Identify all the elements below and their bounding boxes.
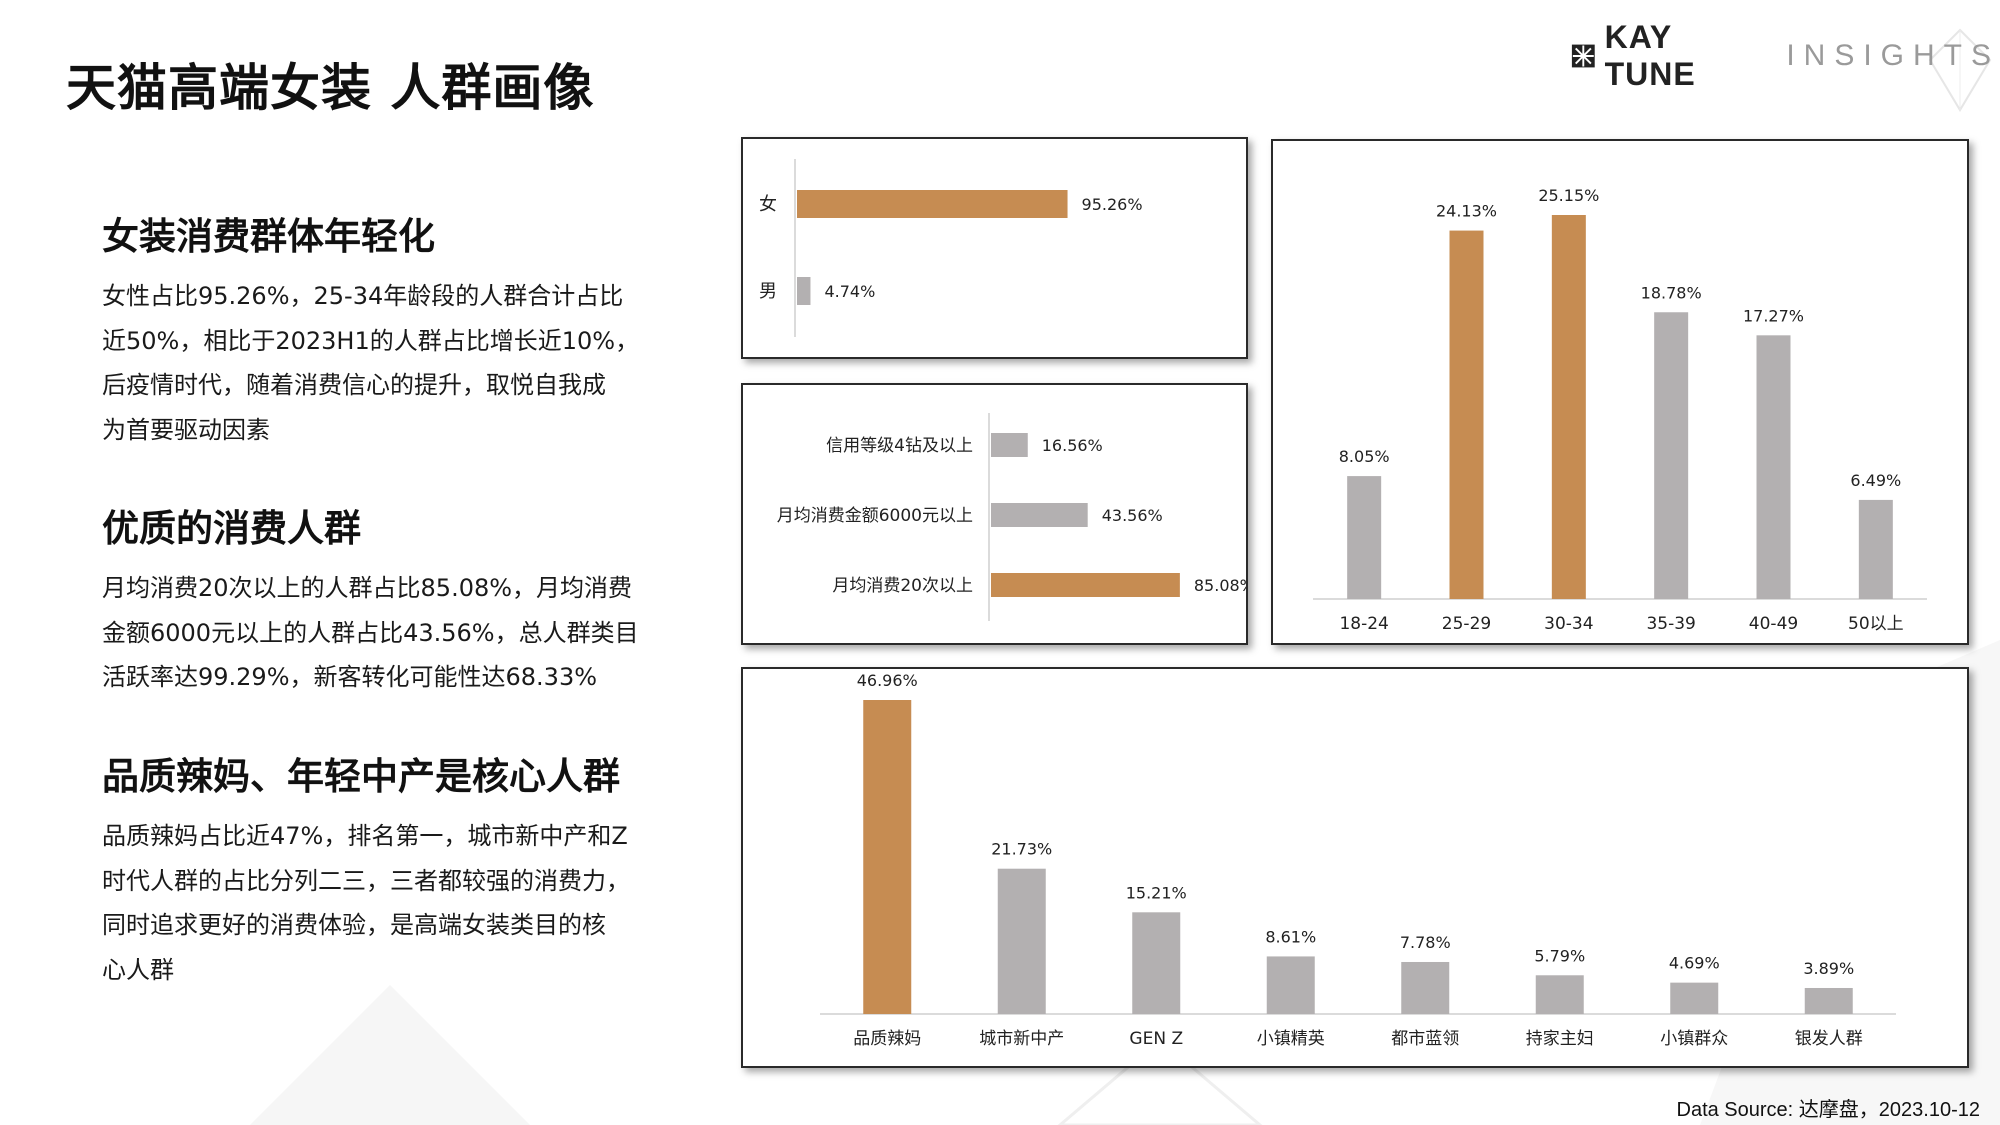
age-chart-panel: 8.05% 18-24 24.13% 25-29 25.15% 30-34 18.78% 35… — [1271, 139, 1969, 645]
value-label: 46.96% — [857, 671, 918, 690]
segment-chart-panel: 46.96% 品质辣妈 21.73% 城市新中产 15.21% GEN Z 8.61% 小镇精… — [741, 667, 1969, 1068]
brand-logo: KAY TUNE INSIGHTS — [1570, 19, 2000, 92]
category-label: 月均消费20次以上 — [832, 576, 973, 596]
brand-mark-icon — [1571, 44, 1595, 68]
category-label: 信用等级4钻及以上 — [826, 436, 973, 456]
body-line: 后疫情时代，随着消费信心的提升，取悦自我成 — [102, 371, 606, 399]
value-label: 16.56% — [1042, 436, 1103, 455]
bar — [1551, 215, 1586, 599]
category-label: 月均消费金额6000元以上 — [777, 506, 973, 526]
section-heading: 品质辣妈、年轻中产是核心人群 — [102, 755, 620, 798]
category-label: 女 — [759, 194, 777, 215]
body-line: 女性占比95.26%，25-34年龄段的人群合计占比 — [102, 282, 624, 310]
value-label: 8.61% — [1265, 927, 1316, 946]
bar — [1132, 912, 1181, 1014]
bar — [1449, 230, 1484, 599]
bar — [991, 433, 1028, 457]
bar — [1756, 335, 1791, 599]
body-line: 金额6000元以上的人群占比43.56%，总人群类目 — [102, 618, 639, 647]
bar — [797, 190, 1068, 218]
category-label: 18-24 — [1339, 614, 1388, 634]
bar — [1266, 956, 1315, 1014]
logo-sub-text: INSIGHTS — [1786, 39, 2000, 72]
body-line: 为首要驱动因素 — [102, 415, 270, 444]
value-label: 4.69% — [1669, 954, 1720, 973]
bar — [1535, 975, 1584, 1014]
category-label: 25-29 — [1442, 614, 1491, 634]
category-label: 品质辣妈 — [853, 1029, 921, 1049]
value-label: 85.08% — [1194, 576, 1246, 595]
body-line: 活跃率达99.29%，新客转化可能性达68.33% — [102, 663, 598, 691]
section-body: 品质辣妈占比近47%，排名第一，城市新中产和Z 时代人群的占比分列二三，三者都较… — [102, 814, 662, 992]
category-label: 30-34 — [1544, 614, 1593, 634]
value-label: 43.56% — [1102, 506, 1163, 525]
bar — [991, 503, 1088, 527]
value-label: 3.89% — [1803, 959, 1854, 978]
bar — [1654, 312, 1689, 599]
category-label: 持家主妇 — [1526, 1029, 1594, 1049]
body-line: 近50%，相比于2023H1的人群占比增长近10%， — [102, 326, 640, 355]
value-label: 15.21% — [1126, 883, 1187, 902]
value-label: 24.13% — [1436, 202, 1497, 221]
value-label: 21.73% — [991, 840, 1052, 859]
section-quality-consumers: 优质的消费人群 月均消费20次以上的人群占比85.08%，月均消费 金额6000… — [102, 498, 662, 700]
section-core-groups: 品质辣妈、年轻中产是核心人群 品质辣妈占比近47%，排名第一，城市新中产和Z 时… — [102, 746, 662, 992]
consumption-bar-chart: 信用等级4钻及以上 16.56% 月均消费金额6000元以上 43.56% 月均消费20… — [777, 413, 1246, 621]
section-body: 女性占比95.26%，25-34年龄段的人群合计占比 近50%，相比于2023H… — [102, 274, 662, 452]
category-label: GEN Z — [1129, 1029, 1183, 1049]
value-label: 17.27% — [1743, 306, 1804, 325]
bar — [1804, 987, 1853, 1014]
bar — [1858, 499, 1893, 599]
body-line: 月均消费20次以上的人群占比85.08%，月均消费 — [102, 574, 633, 602]
gender-chart-panel: 女 95.26% 男 4.74% — [741, 137, 1248, 359]
body-line: 时代人群的占比分列二三，三者都较强的消费力， — [102, 866, 630, 895]
section-heading: 优质的消费人群 — [102, 507, 361, 550]
bar — [1347, 476, 1382, 599]
value-label: 4.74% — [824, 282, 875, 301]
body-line: 心人群 — [102, 955, 174, 984]
bar — [797, 277, 811, 305]
bar — [991, 573, 1180, 597]
value-label: 5.79% — [1534, 946, 1585, 965]
category-label: 城市新中产 — [979, 1029, 1064, 1049]
gender-bar-chart: 女 95.26% 男 4.74% — [759, 159, 1143, 337]
age-bar-chart: 8.05% 18-24 24.13% 25-29 25.15% 30-34 18.78% 35… — [1313, 186, 1927, 634]
bar — [1401, 961, 1450, 1014]
consumption-chart-panel: 信用等级4钻及以上 16.56% 月均消费金额6000元以上 43.56% 月均消费20… — [741, 383, 1248, 645]
data-source: Data Source: 达摩盘，2023.10-12 — [1676, 1099, 1981, 1121]
value-label: 6.49% — [1850, 471, 1901, 490]
value-label: 18.78% — [1641, 283, 1702, 302]
category-label: 50以上 — [1848, 614, 1904, 634]
logo-brand-text: KAY TUNE — [1604, 19, 1696, 92]
body-line: 同时追求更好的消费体验，是高端女装类目的核 — [102, 911, 606, 939]
category-label: 小镇群众 — [1660, 1029, 1728, 1049]
section-young-consumers: 女装消费群体年轻化 女性占比95.26%，25-34年龄段的人群合计占比 近50… — [102, 206, 662, 452]
category-label: 男 — [759, 281, 777, 302]
value-label: 7.78% — [1400, 933, 1451, 952]
category-label: 小镇精英 — [1257, 1029, 1325, 1049]
category-label: 40-49 — [1749, 614, 1798, 634]
category-label: 银发人群 — [1795, 1029, 1863, 1049]
section-heading: 女装消费群体年轻化 — [102, 215, 435, 258]
page-title: 天猫高端女装 人群画像 — [66, 59, 595, 117]
bar — [997, 868, 1046, 1014]
value-label: 95.26% — [1082, 195, 1143, 214]
value-label: 25.15% — [1538, 186, 1599, 205]
section-body: 月均消费20次以上的人群占比85.08%，月均消费 金额6000元以上的人群占比… — [102, 566, 662, 700]
body-line: 品质辣妈占比近47%，排名第一，城市新中产和Z — [102, 822, 628, 850]
bar — [863, 700, 912, 1014]
value-label: 8.05% — [1339, 447, 1390, 466]
bar — [1670, 982, 1719, 1014]
category-label: 35-39 — [1646, 614, 1695, 634]
category-label: 都市蓝领 — [1391, 1029, 1459, 1049]
segment-bar-chart: 46.96% 品质辣妈 21.73% 城市新中产 15.21% GEN Z 8.61% 小镇精… — [820, 671, 1896, 1049]
